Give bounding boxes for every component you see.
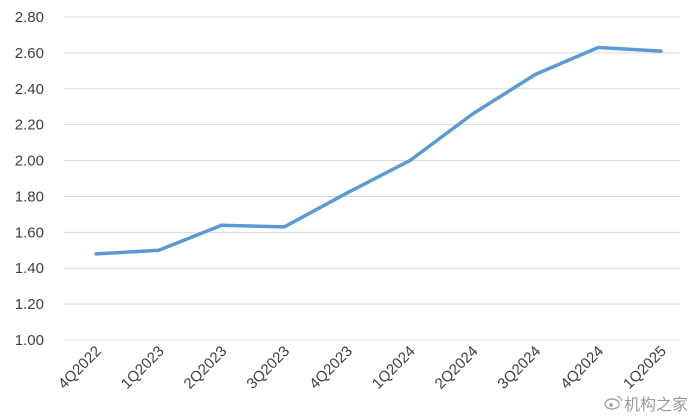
y-axis-ticks: 1.00 1.20 1.40 1.60 1.80 2.00 2.20 2.40 2.60 2.80 [15, 9, 44, 349]
x-tick-label: 2Q2024 [432, 343, 482, 393]
x-tick-label: 4Q2023 [306, 343, 356, 393]
weibo-icon [604, 395, 623, 410]
x-tick-label: 1Q2024 [369, 343, 419, 393]
x-tick-label: 1Q2023 [118, 343, 168, 393]
watermark-text: 机构之家 [624, 395, 688, 414]
data-point-4Q2024 [596, 46, 600, 50]
data-point-1Q2023 [157, 248, 161, 252]
y-tick-label: 2.80 [15, 9, 44, 26]
x-axis-ticks: 4Q2022 1Q2023 2Q2023 3Q2023 4Q2023 1Q2024 2Q20… [55, 343, 670, 393]
x-tick-label: 2Q2023 [181, 343, 231, 393]
data-point-3Q2023 [282, 225, 286, 229]
x-tick-label: 4Q2022 [55, 343, 105, 393]
data-point-2Q2024 [471, 112, 475, 116]
x-tick-label: 1Q2025 [620, 343, 670, 393]
data-point-4Q2022 [94, 252, 98, 256]
x-tick-label: 3Q2024 [494, 343, 544, 393]
y-tick-label: 2.00 [15, 153, 44, 170]
grid-layer [64, 16, 680, 341]
watermark: 机构之家 [604, 395, 688, 414]
data-point-4Q2023 [345, 191, 349, 195]
data-point-1Q2025 [659, 49, 663, 53]
data-point-2Q2023 [220, 223, 224, 227]
y-tick-label: 1.00 [15, 332, 44, 349]
data-point-3Q2024 [533, 72, 537, 76]
y-tick-label: 2.60 [15, 45, 44, 62]
series-line-0 [94, 45, 663, 256]
y-tick-label: 1.20 [15, 296, 44, 313]
y-tick-label: 2.40 [15, 81, 44, 98]
y-tick-label: 2.20 [15, 117, 44, 134]
y-tick-label: 1.40 [15, 260, 44, 277]
series-layer [94, 45, 663, 256]
y-tick-label: 1.80 [15, 188, 44, 205]
y-tick-label: 1.60 [15, 224, 44, 241]
data-point-1Q2024 [408, 159, 412, 163]
x-tick-label: 4Q2024 [557, 343, 607, 393]
x-tick-label: 3Q2023 [243, 343, 293, 393]
